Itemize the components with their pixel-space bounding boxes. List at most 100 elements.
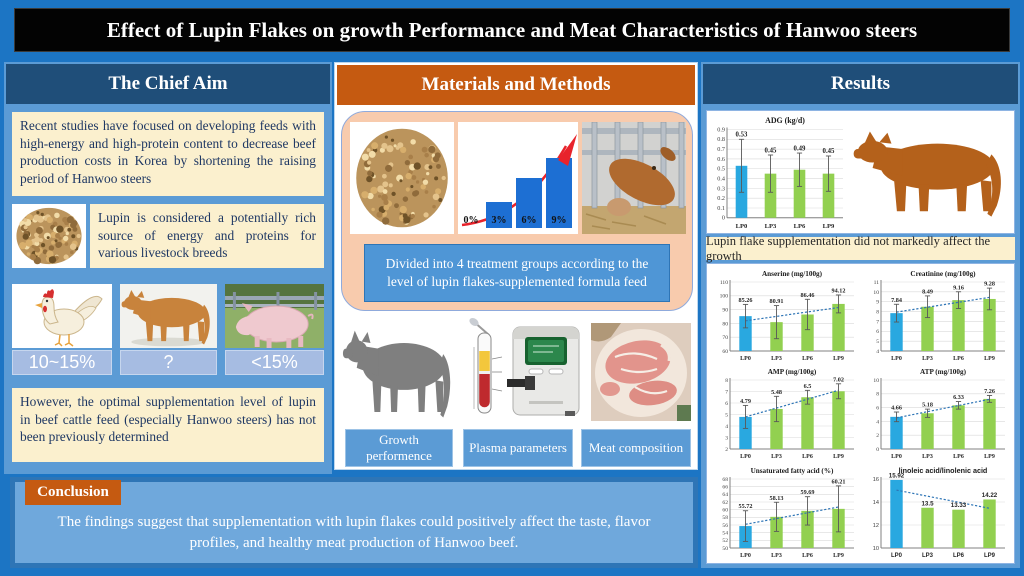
svg-text:0: 0: [876, 447, 879, 453]
svg-text:4: 4: [876, 420, 879, 426]
svg-text:13.33: 13.33: [951, 502, 967, 509]
svg-text:Unsaturated fatty acid (%): Unsaturated fatty acid (%): [750, 467, 833, 475]
svg-text:80: 80: [722, 321, 728, 327]
svg-text:LP6: LP6: [802, 553, 813, 559]
section-conclusion: Conclusion The findings suggest that sup…: [10, 477, 698, 568]
svg-text:10: 10: [873, 546, 879, 552]
svg-text:0.5: 0.5: [717, 167, 725, 173]
svg-text:8: 8: [725, 378, 728, 384]
lupin-flakes-image: [350, 122, 454, 234]
svg-text:LP0: LP0: [891, 553, 903, 559]
svg-text:60: 60: [722, 349, 728, 355]
svg-text:LP3: LP3: [771, 553, 782, 559]
svg-text:8.49: 8.49: [922, 289, 933, 296]
svg-text:LP0: LP0: [740, 356, 751, 362]
meat-composition-label: Meat composition: [581, 429, 691, 467]
cow-feeding-image: [582, 122, 686, 234]
svg-text:11: 11: [874, 280, 880, 286]
svg-text:8: 8: [876, 310, 879, 316]
cattle-percent-label: ?: [120, 350, 217, 375]
svg-text:54: 54: [722, 530, 728, 536]
meat-results-panel: 60 70 80 90 100 110 85.26 80.91 86.46 94.12 LP0 LP3…: [706, 263, 1015, 564]
treatment-note: Divided into 4 treatment groups accordin…: [364, 244, 670, 302]
svg-text:LP6: LP6: [794, 223, 806, 230]
chart-anserine: 60 70 80 90 100 110 85.26 80.91 86.46 94.12 LP0 LP3…: [709, 267, 860, 364]
svg-text:12: 12: [873, 523, 879, 529]
svg-text:0.49: 0.49: [794, 145, 807, 152]
svg-text:68: 68: [722, 477, 728, 483]
section-results: Results 0 0.1 0.2 0.3 0.4 0.5 0.6 0.7 0.8 0.9 0.53…: [701, 62, 1020, 568]
svg-text:0.8: 0.8: [717, 137, 725, 143]
growth-result-note: Lupin flake supplementation did not mark…: [706, 234, 1015, 263]
meat-image: [591, 323, 691, 421]
svg-text:9%: 9%: [552, 215, 567, 226]
svg-text:LP3: LP3: [771, 356, 782, 362]
svg-text:LP3: LP3: [771, 454, 782, 460]
svg-text:6.33: 6.33: [953, 395, 964, 402]
svg-text:0.9: 0.9: [717, 127, 725, 133]
svg-text:LP0: LP0: [891, 356, 902, 362]
conclusion-tab: Conclusion: [25, 480, 121, 505]
svg-text:66: 66: [722, 484, 728, 490]
svg-text:6: 6: [876, 329, 879, 335]
growth-performance-label: Growth performence: [345, 429, 453, 467]
chart-amp: 2 3 4 5 6 7 8 4.79 5.48 6.5 7.02 LP0 LP3 LP6 LP9 AMP (m…: [709, 365, 860, 462]
svg-text:0: 0: [722, 216, 725, 222]
svg-text:5.48: 5.48: [771, 389, 782, 396]
hanwoo-cow-silhouette: [851, 122, 1013, 222]
growth-cow-silhouette: [341, 321, 459, 423]
blood-tube-image: [465, 317, 505, 423]
svg-text:7.84: 7.84: [891, 297, 902, 304]
svg-text:LP6: LP6: [953, 553, 965, 559]
svg-text:3: 3: [725, 436, 728, 442]
svg-text:14.22: 14.22: [982, 492, 998, 499]
svg-text:LP9: LP9: [833, 553, 844, 559]
svg-text:52: 52: [722, 538, 728, 544]
svg-text:0.3: 0.3: [717, 186, 725, 192]
svg-text:LP6: LP6: [802, 454, 813, 460]
svg-text:7: 7: [876, 319, 879, 325]
svg-text:4.66: 4.66: [891, 405, 902, 412]
svg-text:8: 8: [876, 392, 879, 398]
svg-text:LP6: LP6: [953, 356, 964, 362]
svg-text:LP0: LP0: [736, 223, 748, 230]
svg-text:85.26: 85.26: [738, 297, 752, 304]
svg-text:10: 10: [874, 378, 880, 384]
svg-text:9.16: 9.16: [953, 284, 964, 291]
svg-text:LP3: LP3: [922, 356, 933, 362]
svg-text:LP9: LP9: [984, 553, 996, 559]
chart-creatinine: 4 5 6 7 8 9 10 11 7.84 8.49 9.16 9.28 LP0 LP3 LP6 LP9 Cr…: [861, 267, 1012, 364]
svg-text:ATP (mg/100g): ATP (mg/100g): [920, 368, 967, 376]
svg-text:58: 58: [722, 515, 728, 521]
svg-text:0.45: 0.45: [823, 148, 836, 155]
chicken-image: [12, 284, 112, 348]
svg-text:7.26: 7.26: [984, 388, 995, 395]
svg-text:linoleic acid/linolenic acid: linoleic acid/linolenic acid: [899, 466, 988, 475]
svg-text:5.18: 5.18: [922, 402, 933, 409]
svg-text:16: 16: [873, 477, 879, 483]
pig-image: [225, 284, 324, 348]
svg-text:LP9: LP9: [984, 356, 995, 362]
chief-aim-header: The Chief Aim: [6, 64, 330, 104]
conclusion-text: The findings suggest that supplementatio…: [57, 514, 651, 551]
svg-text:LP0: LP0: [740, 553, 751, 559]
svg-text:15.92: 15.92: [889, 472, 905, 479]
svg-text:LP6: LP6: [953, 454, 964, 460]
svg-text:86.46: 86.46: [800, 292, 814, 299]
aim-text-3: However, the optimal supplementation lev…: [12, 388, 324, 462]
lupin-levels-graphic: 0% 3% 6% 9%: [458, 122, 578, 234]
svg-text:7: 7: [725, 390, 728, 396]
svg-text:0.53: 0.53: [736, 132, 749, 139]
svg-text:0.2: 0.2: [717, 196, 725, 202]
svg-text:2: 2: [876, 434, 879, 440]
svg-text:0%: 0%: [464, 215, 479, 226]
chart-atp: 0 2 4 6 8 10 4.66 5.18 6.33 7.26 LP0 LP3 LP6 LP9 ATP (…: [861, 365, 1012, 462]
svg-text:LP6: LP6: [802, 356, 813, 362]
svg-text:7.02: 7.02: [833, 377, 844, 384]
svg-text:6%: 6%: [522, 215, 537, 226]
aim-text-2: Lupin is considered a potentially rich s…: [90, 204, 324, 268]
svg-text:14: 14: [873, 500, 879, 506]
svg-text:4: 4: [876, 349, 879, 355]
svg-text:0.45: 0.45: [765, 147, 778, 154]
